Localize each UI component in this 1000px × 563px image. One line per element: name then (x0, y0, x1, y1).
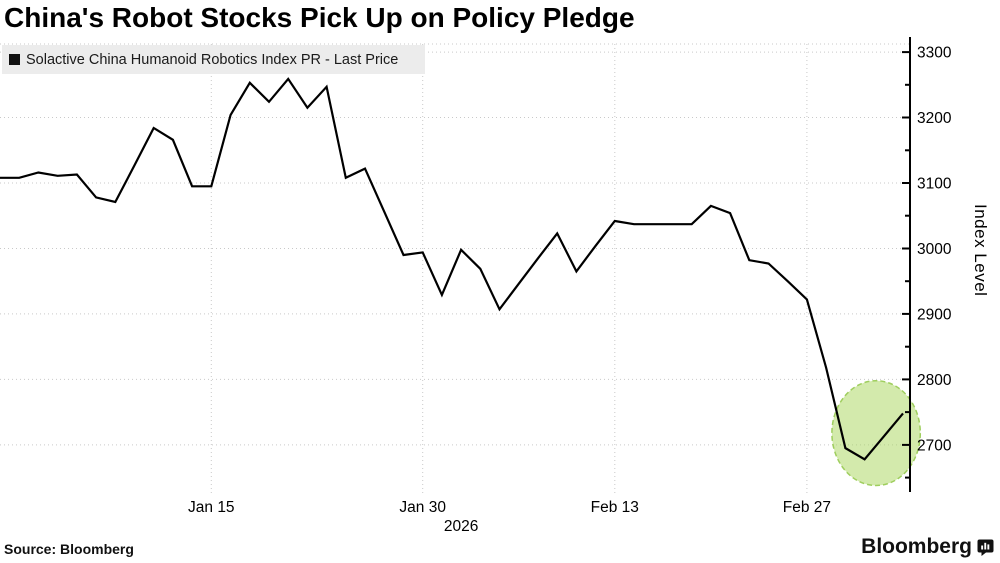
y-tick-label: 3100 (917, 176, 952, 193)
price-chart-canvas: 2700 2800 2900 3000 3100 3200 3300 Jan 15 Jan 30… (0, 37, 952, 535)
page-title: China's Robot Stocks Pick Up on Policy P… (4, 2, 635, 33)
y-tick-label: 3000 (917, 241, 952, 258)
legend: Solactive China Humanoid Robotics Index … (2, 45, 425, 74)
legend-swatch-icon (9, 54, 20, 65)
y-axis-title: Index Level (971, 204, 990, 297)
x-tick-label: Jan 30 (399, 499, 446, 516)
x-tick-label: Feb 27 (783, 499, 831, 516)
x-tick-label: Feb 13 (591, 499, 639, 516)
x-axis-year-label: 2026 (444, 518, 478, 535)
source-note: Source: Bloomberg (4, 541, 134, 557)
y-tick-label: 2700 (917, 437, 952, 454)
bloomberg-wordmark: Bloomberg (861, 535, 972, 558)
bloomberg-brand: Bloomberg (861, 535, 994, 559)
y-tick-label: 3200 (917, 110, 952, 127)
highlight-ellipse (831, 379, 922, 487)
legend-label: Solactive China Humanoid Robotics Index … (26, 51, 399, 68)
price-line (0, 77, 904, 461)
y-tick-label: 3300 (917, 45, 952, 62)
bloomberg-logo-icon (977, 539, 994, 556)
y-tick-label: 2900 (917, 306, 952, 323)
y-tick-label: 2800 (917, 372, 952, 389)
x-tick-label: Jan 15 (188, 499, 235, 516)
